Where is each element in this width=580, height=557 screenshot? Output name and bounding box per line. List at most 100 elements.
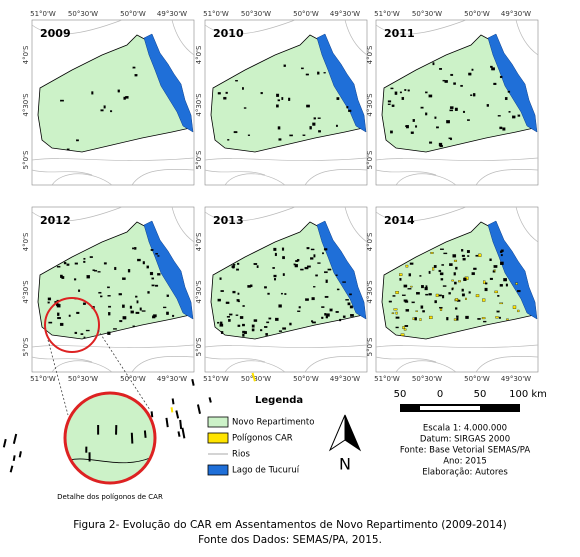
longitude-label: 50°0'W bbox=[464, 10, 490, 18]
car-polygon bbox=[483, 320, 487, 323]
car-polygon bbox=[407, 288, 412, 290]
car-polygon bbox=[47, 297, 52, 301]
car-polygon bbox=[103, 262, 107, 265]
car-polygon bbox=[388, 300, 392, 303]
map-panel: 2012 51°0'W 50°30'W 50°0'W 49°30'W 4°0'S 4°30'… bbox=[22, 206, 195, 383]
car-polygon bbox=[9, 465, 14, 473]
river bbox=[375, 206, 467, 222]
car-polygon bbox=[146, 265, 149, 269]
car-polygon bbox=[264, 286, 267, 289]
car-polygon bbox=[433, 265, 437, 268]
river bbox=[375, 344, 539, 348]
car-polygon bbox=[436, 126, 439, 129]
car-polygon bbox=[346, 106, 349, 109]
car-polygon bbox=[500, 254, 503, 257]
car-polygon bbox=[219, 321, 223, 325]
car-polygon bbox=[486, 104, 489, 107]
river bbox=[304, 169, 368, 186]
car-polygon bbox=[517, 114, 521, 117]
latitude-label: 4°0'S bbox=[366, 45, 374, 64]
latitude-label: 4°30'S bbox=[22, 93, 30, 117]
car-polygon bbox=[107, 295, 111, 297]
river bbox=[395, 173, 457, 186]
car-polygon bbox=[157, 273, 161, 276]
car-polygon bbox=[350, 314, 354, 317]
car-polygon bbox=[404, 89, 407, 91]
car-polygon bbox=[484, 287, 488, 292]
car-polygon bbox=[421, 285, 424, 289]
car-polygon bbox=[232, 263, 236, 266]
lake bbox=[316, 220, 367, 320]
longitude-label: 50°0'W bbox=[293, 10, 319, 18]
car-polygon bbox=[108, 305, 112, 308]
car-polygon bbox=[139, 307, 142, 311]
car-polygon bbox=[83, 257, 86, 260]
car-polygon bbox=[60, 99, 64, 102]
legend-label: Novo Repartimento bbox=[232, 418, 314, 428]
longitude-label: 50°30'W bbox=[68, 10, 98, 18]
car-polygon bbox=[403, 328, 407, 331]
river bbox=[204, 344, 368, 348]
car-polygon bbox=[499, 284, 503, 287]
river bbox=[204, 356, 266, 363]
longitude-label: 49°30'W bbox=[501, 10, 531, 18]
caption: Fonte dos Dados: SEMAS/PA, 2015. bbox=[198, 534, 382, 546]
car-polygon bbox=[323, 248, 328, 251]
panel-year: 2012 bbox=[40, 214, 71, 227]
car-polygon bbox=[416, 291, 420, 295]
car-polygon bbox=[305, 73, 309, 76]
car-polygon bbox=[141, 310, 146, 312]
longitude-label: 51°0'W bbox=[374, 375, 400, 383]
car-polygon bbox=[59, 322, 64, 326]
car-polygon bbox=[342, 281, 346, 283]
car-polygon bbox=[219, 277, 222, 280]
latitude-label: 4°0'S bbox=[22, 45, 30, 64]
car-polygon bbox=[272, 267, 275, 269]
car-polygon bbox=[277, 99, 281, 102]
car-polygon bbox=[442, 295, 445, 299]
car-polygon bbox=[147, 291, 150, 294]
car-polygon bbox=[108, 312, 111, 316]
car-polygon bbox=[461, 293, 465, 297]
map-panel: 2009 51°0'W 50°30'W 50°0'W 49°30'W 4°0'S 4°30'… bbox=[22, 10, 195, 186]
car-polygon bbox=[461, 288, 464, 292]
scale-label: 100 km bbox=[509, 389, 547, 400]
car-polygon bbox=[409, 262, 414, 265]
car-polygon bbox=[317, 117, 321, 119]
car-polygon bbox=[56, 265, 61, 268]
car-polygon bbox=[517, 290, 521, 293]
car-polygon bbox=[477, 318, 481, 320]
river bbox=[31, 356, 93, 363]
panel-year: 2010 bbox=[213, 27, 244, 40]
detail-label: Detalhe dos polígonos de CAR bbox=[57, 493, 163, 501]
car-polygon bbox=[122, 316, 127, 320]
car-polygon bbox=[278, 330, 283, 332]
car-polygon bbox=[461, 254, 465, 257]
car-polygon bbox=[472, 93, 476, 97]
scale-label: 50 bbox=[474, 389, 487, 400]
car-polygon bbox=[439, 306, 443, 309]
car-polygon bbox=[2, 438, 7, 448]
car-polygon bbox=[74, 331, 78, 334]
car-polygon bbox=[324, 295, 329, 298]
car-polygon bbox=[196, 404, 201, 414]
car-polygon bbox=[311, 320, 314, 323]
info-line: Elaboração: Autores bbox=[422, 468, 508, 478]
car-polygon bbox=[438, 269, 442, 273]
car-polygon bbox=[228, 319, 231, 322]
map-panel: 2014 51°0'W 50°30'W 50°0'W 49°30'W 4°0'S 4°30'… bbox=[366, 206, 539, 383]
car-polygon bbox=[60, 274, 63, 278]
car-polygon bbox=[391, 312, 395, 315]
car-polygon bbox=[443, 252, 448, 255]
latitude-label: 4°30'S bbox=[195, 93, 203, 117]
car-polygon bbox=[80, 333, 84, 335]
car-polygon bbox=[260, 329, 263, 332]
car-polygon bbox=[247, 134, 251, 136]
car-polygon bbox=[453, 259, 458, 262]
car-polygon bbox=[446, 317, 449, 321]
car-polygon bbox=[217, 321, 220, 324]
car-polygon bbox=[83, 336, 86, 339]
car-polygon bbox=[277, 126, 281, 130]
longitude-label: 50°30'W bbox=[68, 375, 98, 383]
car-polygon bbox=[237, 300, 240, 303]
